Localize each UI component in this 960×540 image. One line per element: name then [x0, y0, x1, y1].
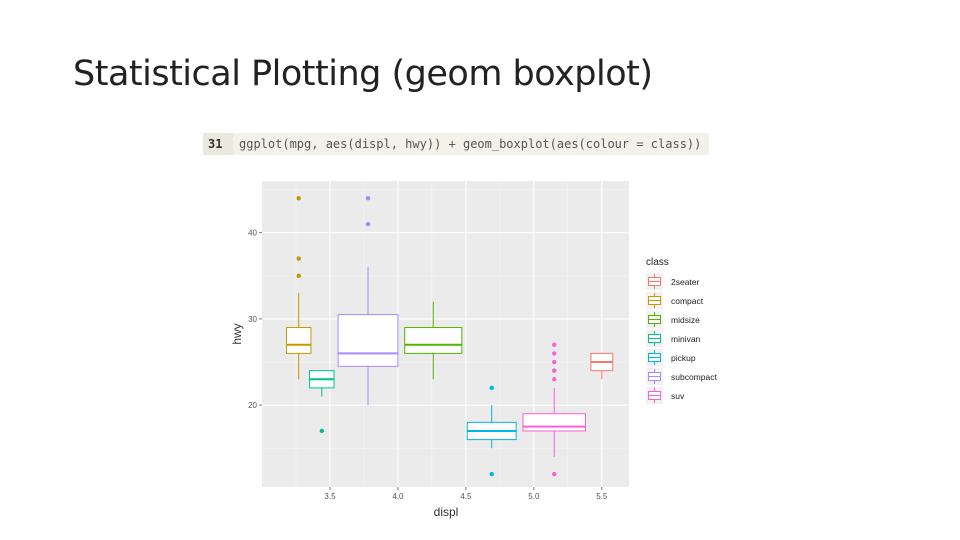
- outlier-point: [552, 351, 557, 356]
- outlier-point: [552, 368, 557, 373]
- outlier-point: [296, 196, 301, 201]
- legend-label: suv: [671, 391, 685, 401]
- code-snippet: 31 ggplot(mpg, aes(displ, hwy)) + geom_b…: [203, 133, 709, 155]
- outlier-point: [552, 471, 557, 477]
- code-line-number: 31: [203, 133, 233, 155]
- outlier-point: [552, 342, 557, 347]
- x-tick-label: 4.5: [460, 492, 472, 501]
- outlier-point: [319, 428, 325, 434]
- x-tick-label: 5.0: [528, 492, 540, 501]
- outlier-point: [552, 377, 557, 382]
- legend-key-suv: [646, 387, 663, 404]
- legend-key-compact: [646, 292, 663, 309]
- box-iqr: [404, 327, 463, 354]
- legend-label: midsize: [671, 315, 700, 325]
- box-iqr: [285, 327, 312, 354]
- slide-title: Statistical Plotting (geom boxplot): [73, 54, 653, 94]
- outlier-point: [365, 196, 371, 201]
- y-tick-label: 30: [248, 315, 257, 324]
- legend-label: 2seater: [671, 277, 700, 287]
- x-axis-title: displ: [434, 505, 459, 519]
- outlier-point: [296, 256, 301, 261]
- legend-key-2seater: [646, 273, 663, 290]
- box-iqr: [337, 314, 399, 367]
- outlier-point: [489, 385, 494, 391]
- box-2seater: [590, 352, 614, 380]
- x-tick-label: 5.5: [596, 492, 608, 501]
- box-subcompact: [337, 196, 399, 406]
- box-suv: [522, 342, 587, 477]
- box-compact: [285, 196, 312, 380]
- legend-key-midsize: [646, 311, 663, 328]
- box-midsize: [404, 301, 463, 380]
- outlier-point: [552, 359, 557, 365]
- box-pickup: [466, 385, 517, 477]
- x-tick-label: 4.0: [392, 492, 404, 501]
- outlier-point: [489, 471, 494, 477]
- legend-title: class: [646, 257, 669, 268]
- legend-key-pickup: [646, 349, 663, 366]
- legend-label: compact: [671, 296, 704, 306]
- code-text: ggplot(mpg, aes(displ, hwy)) + geom_boxp…: [239, 137, 702, 151]
- box-series: [285, 196, 614, 477]
- y-axis-title: hwy: [230, 323, 244, 344]
- legend-key-subcompact: [646, 368, 663, 385]
- legend-key-minivan: [646, 330, 663, 347]
- legend-label: pickup: [671, 353, 696, 363]
- box-minivan: [309, 370, 335, 434]
- outlier-point: [296, 273, 301, 279]
- x-tick-label: 3.5: [324, 492, 336, 501]
- legend-label: minivan: [671, 334, 701, 344]
- legend-label: subcompact: [671, 372, 717, 382]
- y-tick-label: 40: [248, 229, 257, 238]
- axes: 3.5 4.0 4.5 5.0 5.5 20 30 40: [248, 229, 608, 501]
- y-tick-label: 20: [248, 401, 257, 410]
- outlier-point: [365, 221, 371, 227]
- box-iqr: [522, 413, 587, 432]
